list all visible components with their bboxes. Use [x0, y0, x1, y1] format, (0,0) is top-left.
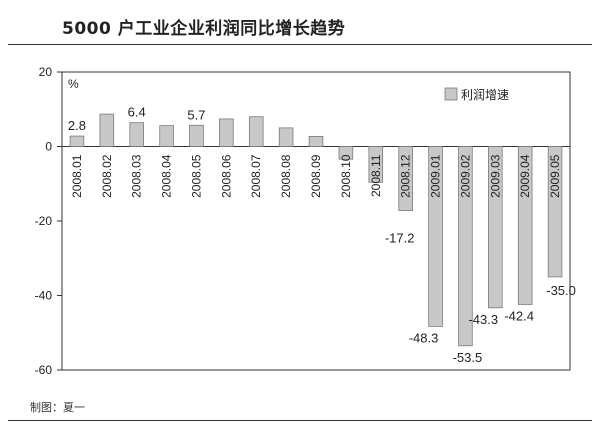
category-label: 2008.05 [189, 154, 203, 198]
category-label: 2008.08 [279, 154, 293, 198]
category-label: 2009.02 [458, 154, 472, 198]
bottom-rule [8, 420, 592, 421]
y-tick-label: -20 [35, 214, 53, 228]
y-tick-label: 20 [39, 65, 53, 79]
bar [428, 146, 443, 327]
category-label: 2008.07 [249, 154, 263, 198]
value-label: 2.8 [68, 118, 86, 133]
title-bar: 5000 户工业企业利润同比增长趋势 [0, 0, 600, 46]
value-label: -43.3 [468, 312, 498, 327]
y-tick-label: 0 [45, 140, 52, 154]
category-label: 2009.01 [429, 154, 443, 198]
value-label: 5.7 [187, 107, 205, 122]
bar [248, 116, 264, 147]
legend-swatch [444, 87, 458, 101]
category-label: 2008.04 [160, 154, 174, 198]
y-axis-unit: % [68, 77, 79, 91]
bar [338, 146, 354, 160]
bar [308, 136, 324, 147]
bar [99, 113, 115, 147]
category-label: 2008.11 [369, 154, 383, 197]
bar [278, 127, 294, 147]
value-label: -17.2 [385, 231, 415, 246]
category-label: 2008.12 [399, 154, 413, 198]
legend: 利润增速 [444, 87, 509, 102]
category-labels: 2008.01 2008.02 2008.03 2008.04 2008.05 2008.… [70, 154, 562, 198]
bar [547, 146, 563, 278]
bar [458, 146, 473, 347]
chart-title: 5000 户工业企业利润同比增长趋势 [62, 19, 346, 39]
category-label: 2008.06 [219, 154, 233, 198]
legend-label: 利润增速 [461, 88, 509, 102]
category-label: 2008.03 [130, 154, 144, 198]
bar [517, 146, 533, 305]
bar-series [69, 113, 563, 347]
bar [219, 118, 234, 147]
bar [488, 146, 503, 309]
bar [189, 124, 204, 147]
value-label: -53.5 [453, 350, 483, 365]
value-label: 6.4 [128, 105, 146, 120]
bar [159, 125, 174, 147]
bar [368, 146, 384, 183]
y-tick-label: -60 [35, 363, 53, 377]
category-label: 2008.02 [100, 154, 114, 198]
title-rule [8, 44, 592, 45]
bar [69, 135, 85, 147]
category-label: 2009.03 [488, 154, 502, 198]
category-label: 2009.05 [548, 154, 562, 198]
category-label: 2008.09 [309, 154, 323, 198]
category-label: 2008.01 [70, 154, 84, 198]
category-label: 2009.04 [518, 154, 532, 198]
bar [398, 146, 413, 211]
y-tick-label: -40 [35, 289, 53, 303]
category-label: 2008.10 [339, 154, 353, 198]
bar [129, 122, 144, 147]
chart-credit: 制图：夏一 [30, 401, 85, 414]
value-label: -42.4 [504, 308, 534, 323]
value-label: -35.0 [546, 283, 576, 298]
value-labels: 2.8 6.4 5.7 -17.2 -48.3 -53.5 -43.3 -42.4 -35.0 [68, 105, 576, 365]
value-label: -48.3 [409, 330, 439, 345]
